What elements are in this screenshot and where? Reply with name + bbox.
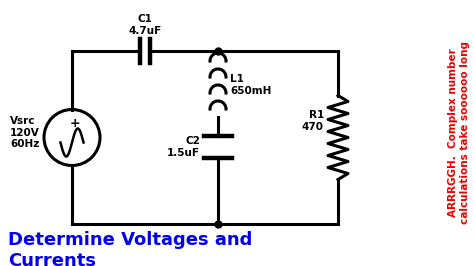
Text: L1
650mH: L1 650mH bbox=[230, 74, 272, 96]
Text: +: + bbox=[70, 117, 80, 130]
Text: C2
1.5uF: C2 1.5uF bbox=[167, 136, 200, 158]
Text: R1
470: R1 470 bbox=[302, 110, 324, 131]
Text: ARRRGGH.  Complex number
calculations take soooooo long: ARRRGGH. Complex number calculations tak… bbox=[448, 41, 470, 225]
Text: C1
4.7uF: C1 4.7uF bbox=[128, 14, 162, 36]
Text: Determine Voltages and
Currents: Determine Voltages and Currents bbox=[8, 231, 252, 266]
Text: Vsrc
120V
60Hz: Vsrc 120V 60Hz bbox=[10, 116, 40, 149]
